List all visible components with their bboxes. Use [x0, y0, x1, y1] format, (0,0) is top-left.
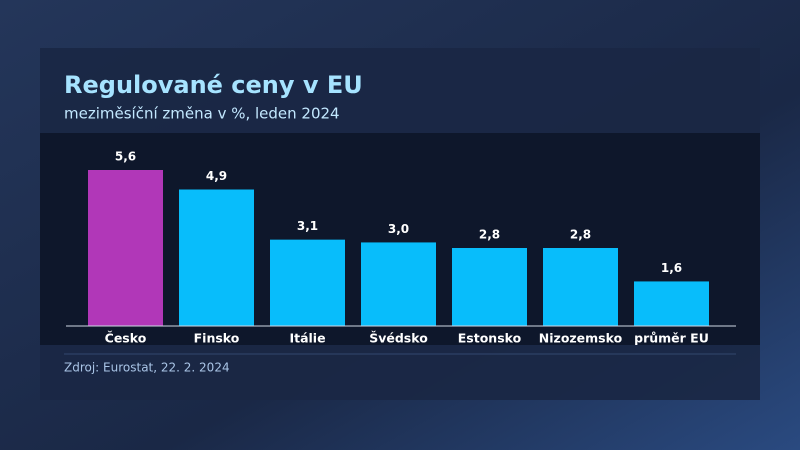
- bar: [634, 281, 709, 326]
- source: Zdroj: Eurostat, 22. 2. 2024: [64, 361, 230, 375]
- x-tick-label: Estonsko: [458, 331, 522, 346]
- bar: [543, 248, 618, 326]
- x-tick-label: Finsko: [194, 331, 240, 346]
- value-label: 5,6: [115, 150, 136, 164]
- value-label: 3,1: [297, 219, 318, 233]
- value-label: 2,8: [479, 228, 500, 242]
- value-label: 2,8: [570, 228, 591, 242]
- x-tick-label: Švédsko: [369, 331, 428, 346]
- bar: [452, 248, 527, 326]
- value-label: 4,9: [206, 169, 227, 183]
- x-tick-label: Nizozemsko: [539, 331, 623, 346]
- bar: [179, 189, 254, 326]
- value-label: 3,0: [388, 222, 409, 236]
- bar: [270, 239, 345, 326]
- x-tick-label: Itálie: [289, 331, 325, 346]
- value-label: 1,6: [661, 261, 682, 275]
- x-tick-label: průměr EU: [634, 331, 709, 346]
- chart-title: Regulované ceny v EU: [64, 71, 363, 99]
- x-tick-label: Česko: [105, 331, 147, 346]
- chart-subtitle: meziměsíční změna v %, leden 2024: [64, 105, 340, 123]
- bar: [88, 170, 163, 326]
- bar: [361, 242, 436, 326]
